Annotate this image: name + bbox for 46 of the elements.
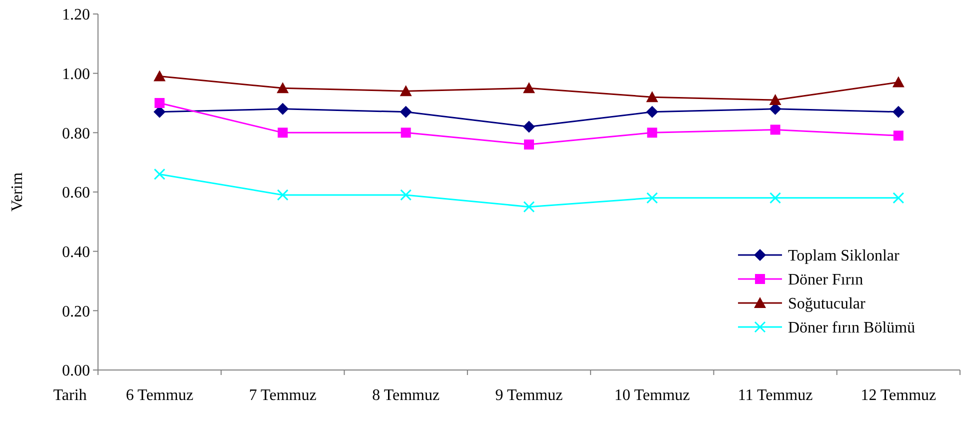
legend-label: Toplam Siklonlar xyxy=(788,248,900,265)
y-tick-label: 0.00 xyxy=(62,362,90,380)
point xyxy=(400,106,412,118)
point xyxy=(154,168,166,180)
point xyxy=(276,189,288,201)
point xyxy=(276,102,289,115)
point xyxy=(523,201,535,213)
point xyxy=(646,106,658,118)
point xyxy=(154,98,165,108)
point xyxy=(523,82,535,94)
y-axis-title: Verim xyxy=(9,172,26,212)
y-tick-label: 0.20 xyxy=(62,303,90,320)
point xyxy=(646,192,658,204)
point xyxy=(154,70,166,82)
x-tick-label: 7 Temmuz xyxy=(248,387,316,404)
point xyxy=(770,124,780,135)
legend-label: Döner Fırın xyxy=(788,272,864,289)
point xyxy=(523,120,535,133)
point xyxy=(892,76,904,88)
point xyxy=(276,82,289,94)
x-tick-label: 9 Temmuz xyxy=(495,387,563,404)
x-tick-label: 12 Temmuz xyxy=(860,387,936,404)
point xyxy=(400,85,412,96)
point xyxy=(770,192,782,204)
point xyxy=(769,94,782,106)
y-tick-label: 1.20 xyxy=(62,6,90,24)
y-tick-label: 0.60 xyxy=(62,184,90,202)
point xyxy=(400,128,411,138)
x-tick-label: 11 Temmuz xyxy=(738,387,813,404)
point xyxy=(278,128,288,138)
legend-label: Soğutucular xyxy=(788,296,866,313)
point xyxy=(400,189,412,201)
x-tick-label: 6 Temmuz xyxy=(126,387,194,404)
x-tick-label: 8 Temmuz xyxy=(372,387,440,404)
x-tick-label: 10 Temmuz xyxy=(614,387,690,404)
point xyxy=(524,140,534,150)
point xyxy=(647,128,658,138)
legend-label: Döner fırın Bölümü xyxy=(788,320,916,337)
point xyxy=(892,192,904,204)
point xyxy=(892,106,904,118)
point xyxy=(646,91,658,102)
y-tick-label: 1.00 xyxy=(62,66,90,83)
y-tick-label: 0.80 xyxy=(62,125,90,142)
point xyxy=(893,130,904,141)
x-axis-title: Tarih xyxy=(53,387,87,404)
y-tick-label: 0.40 xyxy=(62,244,90,261)
